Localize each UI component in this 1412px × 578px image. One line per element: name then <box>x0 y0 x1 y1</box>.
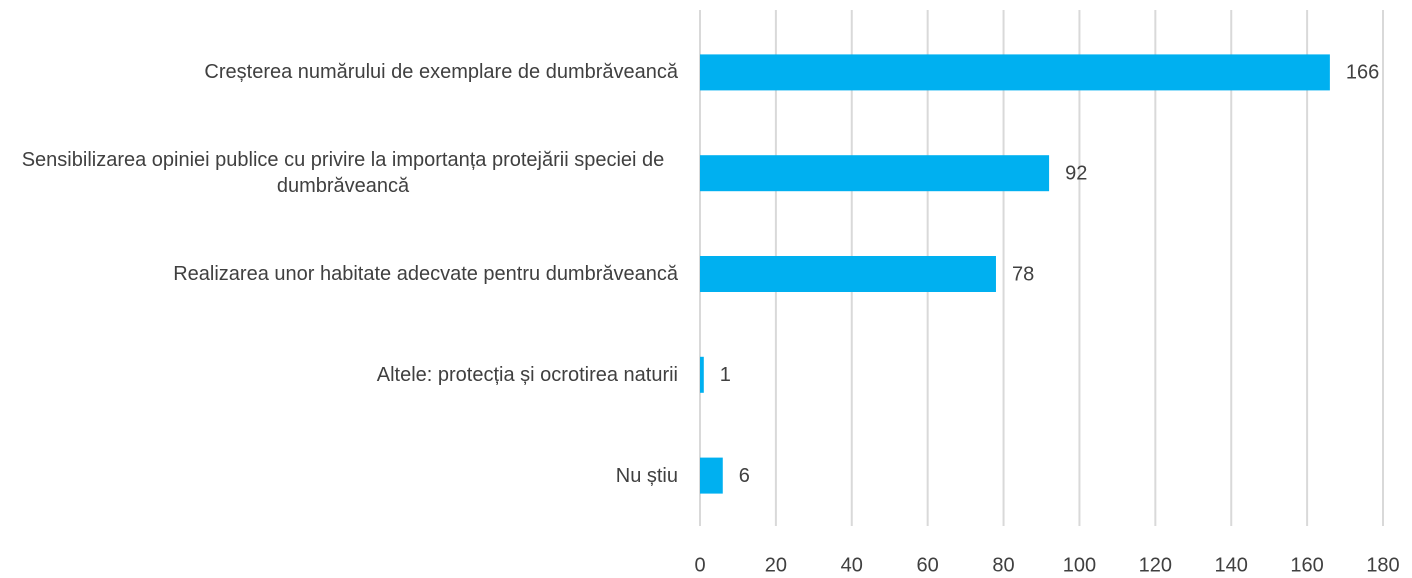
y-tick-label: Creșterea numărului de exemplare de dumb… <box>204 61 678 84</box>
value-label: 92 <box>1065 162 1087 184</box>
category-label-box: Realizarea unor habitate adecvate pentru… <box>0 234 678 314</box>
bar <box>700 457 723 494</box>
bar <box>700 356 704 393</box>
bar <box>700 256 996 292</box>
bar <box>700 54 1330 91</box>
x-tick-label: 140 <box>1215 554 1248 576</box>
x-tick-label: 20 <box>765 554 787 576</box>
value-label: 166 <box>1346 62 1379 84</box>
y-tick-label: Nu știu <box>615 464 678 487</box>
y-tick-label: Altele: protecția și ocrotirea naturii <box>376 363 678 386</box>
value-label: 6 <box>739 465 750 487</box>
category-label-box: Nu știu <box>0 436 678 516</box>
y-tick-label: Sensibilizarea opiniei publice cu privir… <box>21 149 665 198</box>
x-tick-label: 80 <box>992 554 1014 576</box>
x-tick-label: 160 <box>1290 554 1323 576</box>
x-tick-label: 60 <box>917 554 939 576</box>
bar <box>700 155 1050 192</box>
x-tick-label: 0 <box>694 554 705 576</box>
category-label-box: Altele: protecția și ocrotirea naturii <box>0 335 678 415</box>
y-tick-label: Realizarea unor habitate adecvate pentru… <box>173 263 678 285</box>
value-label: 1 <box>720 364 731 386</box>
x-tick-label: 120 <box>1139 554 1172 576</box>
category-label-box: Creșterea numărului de exemplare de dumb… <box>0 32 678 112</box>
category-label-box: Sensibilizarea opiniei publice cu privir… <box>0 133 678 213</box>
x-tick-label: 40 <box>841 554 863 576</box>
x-tick-label: 180 <box>1366 554 1399 576</box>
value-label: 78 <box>1012 263 1034 285</box>
x-tick-label: 100 <box>1063 554 1096 576</box>
